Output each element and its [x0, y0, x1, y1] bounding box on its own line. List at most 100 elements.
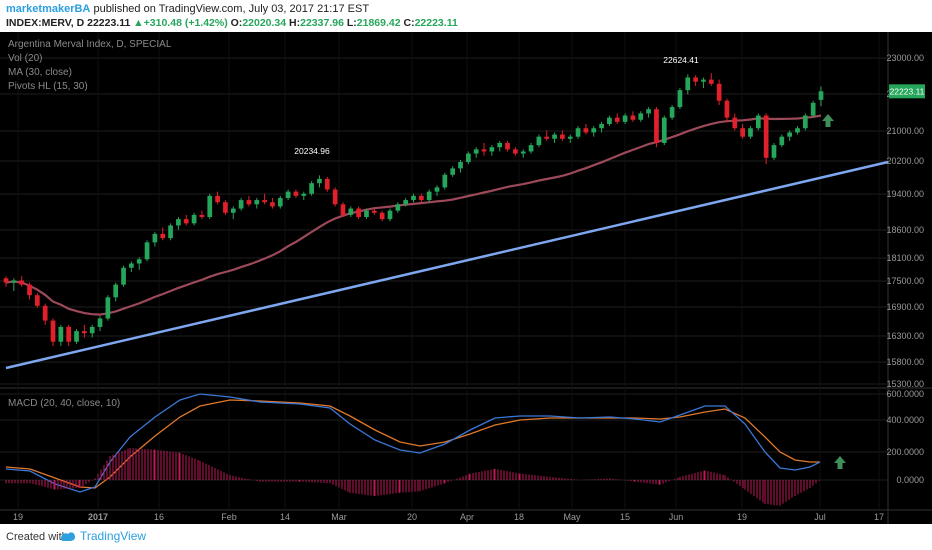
candle — [614, 113, 620, 124]
candle — [755, 113, 761, 131]
symbol-name: INDEX:MERV, D — [6, 17, 85, 29]
candle — [301, 191, 307, 201]
price-change: +310.48 (+1.42%) — [143, 17, 228, 29]
candle — [552, 132, 557, 144]
chart-title: Argentina Merval Index, D, SPECIAL — [8, 39, 172, 50]
x-axis-tick: 14 — [280, 512, 290, 522]
candle — [661, 115, 667, 146]
axes: 23000.0022200.0021000.0020200.0019400.00… — [13, 53, 924, 522]
candle — [489, 145, 495, 156]
price-axis-tick: 20200.00 — [886, 156, 924, 166]
candle — [795, 126, 800, 135]
candle — [129, 261, 134, 272]
candle — [191, 212, 197, 226]
x-axis-tick: Apr — [460, 512, 474, 522]
last-price: 22223.11 — [87, 17, 131, 29]
candle — [654, 107, 659, 148]
tradingview-brand[interactable]: TradingView — [60, 529, 146, 543]
high-label: H: — [289, 17, 301, 29]
open-value: 22020.34 — [242, 17, 287, 29]
x-axis-tick: 20 — [407, 512, 417, 522]
candle — [238, 197, 244, 211]
open-label: O: — [230, 17, 243, 29]
low-label: L: — [346, 17, 357, 29]
candle — [332, 187, 338, 207]
candle — [356, 206, 361, 220]
candle — [223, 200, 228, 215]
publish-info: marketmakerBA published on TradingView.c… — [6, 3, 369, 15]
x-axis-tick: 16 — [154, 512, 164, 522]
candle — [583, 123, 589, 135]
candle — [395, 202, 401, 213]
candle — [607, 115, 612, 127]
candle — [309, 181, 314, 196]
candle — [599, 121, 604, 133]
low-value: 21869.42 — [356, 17, 401, 29]
candle — [160, 227, 166, 241]
macd-axis-tick: 600.0000 — [886, 389, 924, 399]
macd-axis-tick: 0.0000 — [896, 475, 924, 485]
candle — [82, 324, 87, 338]
high-value: 22337.96 — [300, 17, 344, 29]
candle — [630, 111, 636, 122]
published-text: published on TradingView.com, July 03, 2… — [93, 3, 370, 15]
candle — [270, 197, 275, 209]
candle — [176, 217, 181, 230]
candle — [763, 113, 769, 165]
price-axis-tick: 18100.00 — [886, 253, 924, 263]
current-price-label: 22223.11 — [890, 86, 925, 96]
price-axis-tick: 15300.00 — [886, 379, 924, 389]
candle — [418, 193, 424, 203]
price-labels: 20234.96 22624.41 22223.11 — [294, 55, 925, 469]
candle — [97, 316, 103, 332]
x-axis-tick: 2017 — [88, 512, 108, 522]
candle — [779, 134, 785, 148]
candle — [293, 189, 299, 198]
x-axis-tick: 18 — [514, 512, 524, 522]
candle — [207, 193, 213, 220]
x-axis-tick: May — [563, 512, 581, 522]
candle — [802, 113, 808, 131]
candle — [215, 191, 220, 205]
candle — [732, 113, 738, 131]
candle — [403, 197, 409, 207]
candle — [34, 293, 40, 308]
macd-line — [5, 393, 821, 493]
price-axis-tick: 21000.00 — [886, 126, 924, 136]
symbol-quote: INDEX:MERV, D 22223.11 ▲+310.48 (+1.42%)… — [6, 17, 458, 29]
candle — [379, 210, 385, 222]
candle — [144, 240, 150, 262]
candle — [42, 303, 48, 325]
candle — [567, 134, 573, 144]
candle — [277, 195, 283, 209]
price-axis-tick: 17500.00 — [886, 276, 924, 286]
x-axis-tick: 17 — [874, 512, 884, 522]
candle — [11, 278, 17, 291]
candle — [701, 77, 706, 89]
candle — [724, 98, 730, 122]
author-link[interactable]: marketmakerBA — [6, 3, 91, 15]
candle — [19, 276, 25, 287]
candle — [638, 111, 644, 122]
candle — [693, 75, 698, 86]
candle — [677, 88, 683, 110]
price-chart[interactable]: 23000.0022200.0021000.0020200.0019400.00… — [0, 32, 932, 524]
candle — [74, 329, 79, 344]
candle — [152, 231, 158, 247]
candle — [708, 73, 714, 86]
candle — [473, 147, 479, 158]
candle — [716, 79, 722, 105]
candle — [364, 208, 369, 220]
candle — [544, 130, 550, 141]
candle — [458, 159, 463, 173]
candle — [285, 189, 291, 201]
candle — [646, 107, 651, 118]
footer: Created with TradingView — [0, 524, 932, 550]
x-axis-tick: 15 — [620, 512, 630, 522]
price-axis-tick: 16300.00 — [886, 331, 924, 341]
candle — [426, 189, 432, 203]
chart-area[interactable]: 23000.0022200.0021000.0020200.0019400.00… — [0, 32, 932, 524]
price-axis-tick: 18600.00 — [886, 225, 924, 235]
grid — [0, 32, 932, 524]
close-value: 22223.11 — [414, 17, 458, 29]
